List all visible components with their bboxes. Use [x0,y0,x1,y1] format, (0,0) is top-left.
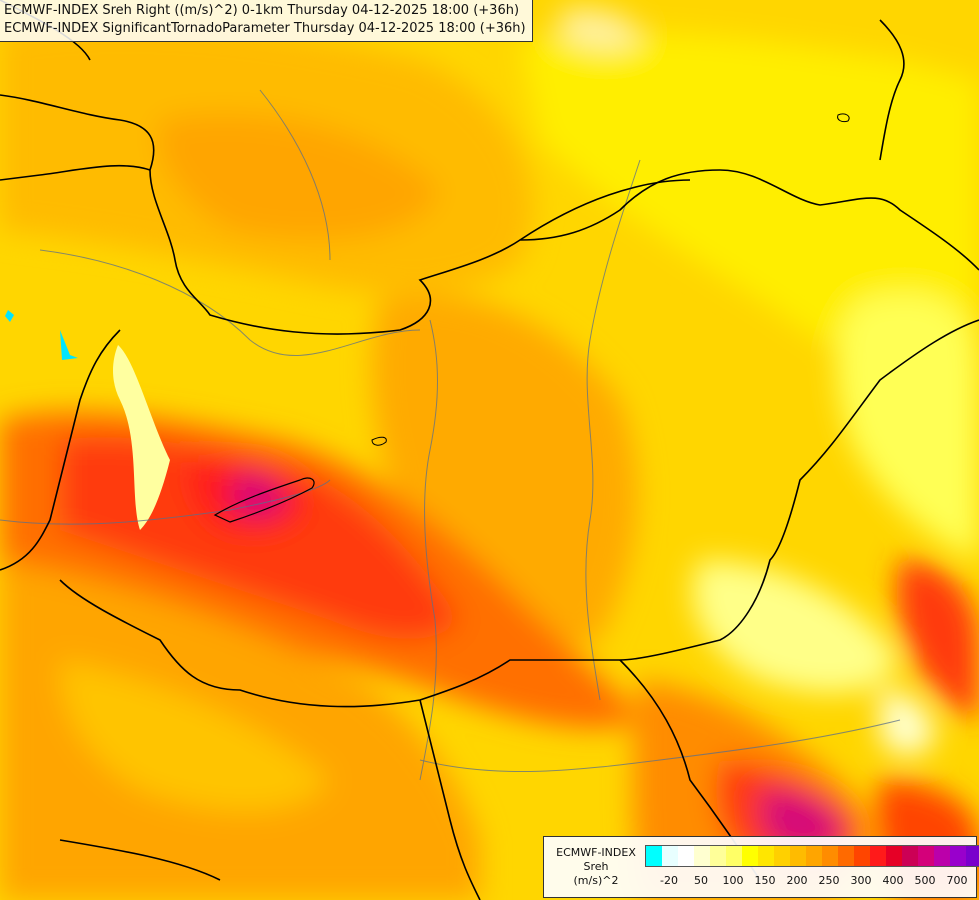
map-title-line-1: ECMWF-INDEX Sreh Right ((m/s)^2) 0-1km T… [4,2,526,20]
legend-swatch [838,846,854,866]
legend-tick-label: 400 [883,874,904,887]
legend-tick-label: 50 [694,874,708,887]
legend-swatch [662,846,678,866]
legend-tick-label: 700 [947,874,968,887]
legend-tick-label: 150 [755,874,776,887]
map-title-box: ECMWF-INDEX Sreh Right ((m/s)^2) 0-1km T… [0,0,533,42]
legend-swatch [646,846,662,866]
legend-swatch [854,846,870,866]
legend-swatch [726,846,742,866]
legend-swatch [918,846,934,866]
legend-tick-labels: -20 50 100 150 200 250 300 400 500 700 [645,874,969,890]
legend-swatch [742,846,758,866]
legend-variable: Sreh [550,860,642,874]
legend-swatch [790,846,806,866]
legend-swatch [966,846,979,866]
legend-tick-label: 100 [723,874,744,887]
legend-tick-label: 250 [819,874,840,887]
legend-swatch [950,846,966,866]
legend-unit: (m/s)^2 [550,874,642,888]
legend-tick-label: 300 [851,874,872,887]
legend-swatch [758,846,774,866]
legend-swatch [870,846,886,866]
legend-swatch [934,846,950,866]
legend-swatch [710,846,726,866]
legend-swatch [886,846,902,866]
legend-tick-label: 200 [787,874,808,887]
legend-swatch [822,846,838,866]
map-title-line-2: ECMWF-INDEX SignificantTornadoParameter … [4,20,526,38]
legend-swatch [678,846,694,866]
legend-color-scale [645,845,979,867]
legend-tick-label: -20 [660,874,678,887]
color-legend: ECMWF-INDEX Sreh (m/s)^2 -20 50 100 150 200 2… [543,836,977,898]
legend-swatch [806,846,822,866]
legend-tick-label: 500 [915,874,936,887]
legend-swatch [694,846,710,866]
legend-model: ECMWF-INDEX [550,846,642,860]
legend-swatch [774,846,790,866]
legend-name: ECMWF-INDEX Sreh (m/s)^2 [550,846,642,888]
legend-swatch [902,846,918,866]
